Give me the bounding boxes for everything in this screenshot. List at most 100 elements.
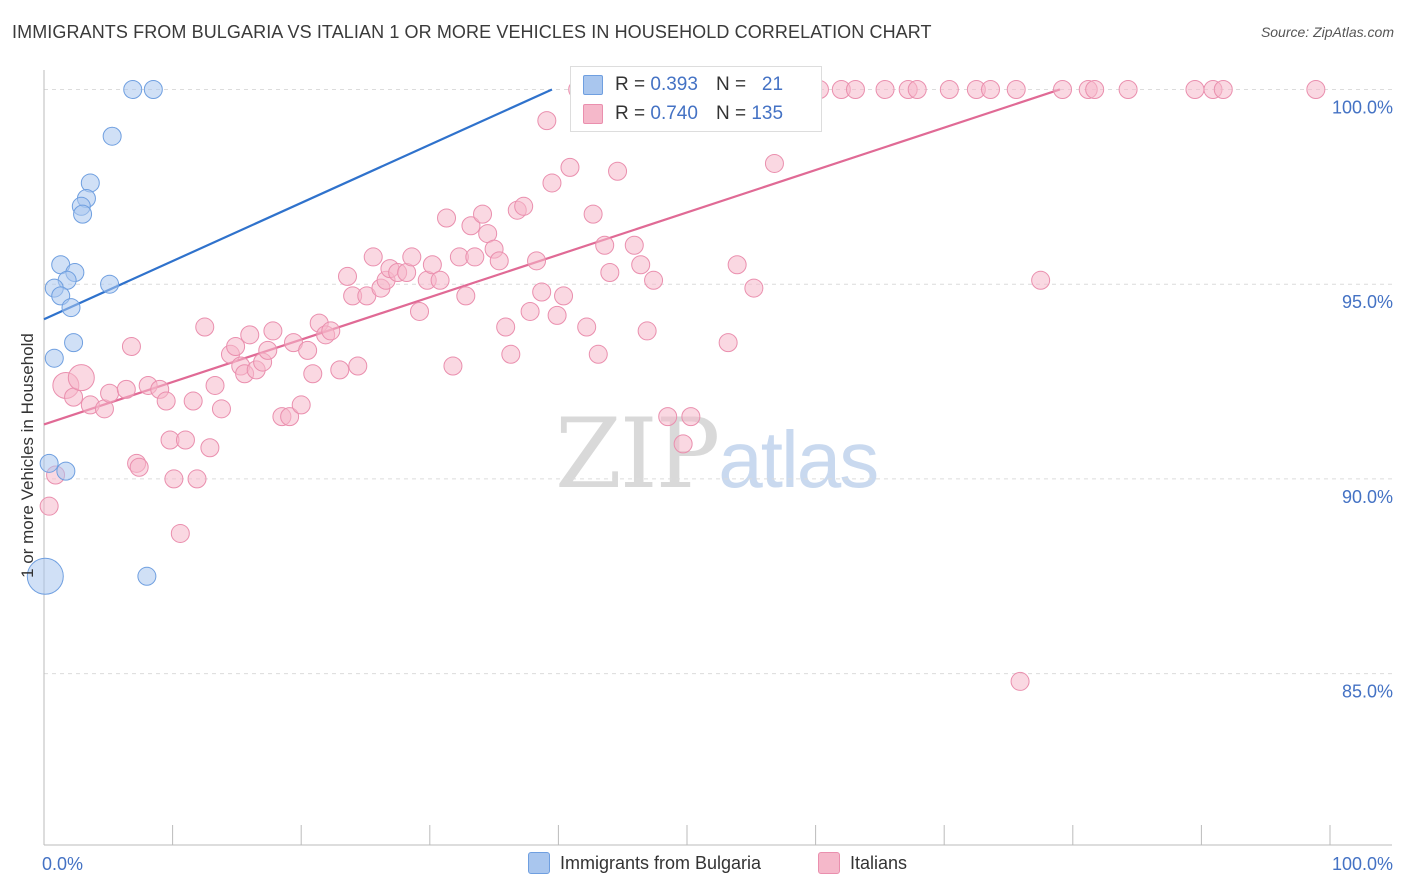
point-italians [560,157,580,177]
point-italians [637,321,657,341]
point-italians [280,407,300,427]
series-legend-label: Italians [850,852,908,873]
point-italians [496,317,516,337]
legend-r-label: R = [615,74,646,95]
point-italians [1053,79,1073,99]
point-italians [116,379,136,399]
point-italians [321,321,341,341]
point-italians [514,196,534,216]
point-italians [583,204,603,224]
point-italians [532,282,552,302]
point-italians [39,496,59,516]
point-bulgaria [80,173,100,193]
point-bulgaria [26,557,64,595]
point-bulgaria [61,298,81,318]
point-italians [291,395,311,415]
trend-line-italians [43,88,1061,426]
point-italians [170,523,190,543]
point-italians [121,337,141,357]
point-bulgaria [64,333,84,353]
point-italians [226,337,246,357]
point-bulgaria [44,348,64,368]
point-italians [542,173,562,193]
axis-labels: 85.0% 90.0% 95.0% 100.0% 0.0% 100.0% 1 or more… [18,97,1393,874]
point-italians [600,263,620,283]
point-italians [67,364,95,392]
point-bulgaria [39,453,59,473]
series-legend-italians[interactable]: Italians [818,852,907,874]
legend-r-value: 0.740 [650,103,698,124]
point-italians [465,247,485,267]
point-italians [744,278,764,298]
point-italians [577,317,597,337]
series-swatch-italians [818,852,840,874]
point-italians [608,161,628,181]
point-bulgaria [143,79,163,99]
point-italians [298,340,318,360]
point-italians [200,438,220,458]
point-italians [263,321,283,341]
point-italians [443,356,463,376]
legend-row-bulgaria: R = 0.393 N = 21 [583,71,783,99]
y-tick-label: 85.0% [1342,682,1393,702]
point-bulgaria [137,566,157,586]
point-bulgaria [56,461,76,481]
point-italians [437,208,457,228]
x-tick-label: 0.0% [42,854,83,874]
point-italians [631,255,651,275]
point-italians [258,340,278,360]
point-italians [183,391,203,411]
trend-line-bulgaria [43,88,553,321]
point-italians [727,255,747,275]
point-italians [100,383,120,403]
point-italians [164,469,184,489]
legend-r-value: 0.393 [650,74,698,95]
point-italians [240,325,260,345]
point-italians [129,457,149,477]
point-italians [658,407,678,427]
legend-n-label: N = [715,74,747,95]
point-italians [456,286,476,306]
legend-row-italians: R = 0.740 N = 135 [583,100,783,128]
point-italians [1306,79,1326,99]
point-italians [527,251,547,271]
point-italians [187,469,207,489]
series-legend-bulgaria[interactable]: Immigrants from Bulgaria [528,852,761,874]
point-italians [1085,79,1105,99]
legend-n-value: 21 [761,74,784,95]
point-italians [644,270,664,290]
point-italians [501,344,521,364]
trend-lines [43,88,1061,426]
point-italians [595,235,615,255]
point-italians [211,399,231,419]
point-italians [681,407,701,427]
point-italians [537,111,557,131]
point-italians [363,247,383,267]
point-italians [337,266,357,286]
point-italians [430,270,450,290]
point-italians [875,79,895,99]
data-points [26,79,1326,691]
point-bulgaria [123,79,143,99]
point-italians [624,235,644,255]
y-tick-label: 100.0% [1332,97,1393,117]
point-italians [410,301,430,321]
point-italians [547,305,567,325]
point-italians [1031,270,1051,290]
point-italians [195,317,215,337]
series-legend: Immigrants from Bulgaria Italians [0,852,1406,878]
point-italians [1185,79,1205,99]
y-tick-label: 95.0% [1342,292,1393,312]
legend-n-label: N = [715,103,747,124]
point-italians [673,434,693,454]
point-bulgaria [100,274,120,294]
legend-n-value: 135 [751,103,784,124]
correlation-legend: R = 0.393 N = 21 R = 0.740 N = 135 [570,66,822,132]
point-italians [422,255,442,275]
source-label: Source: ZipAtlas.com [1260,24,1394,40]
point-italians [1010,671,1030,691]
point-italians [588,344,608,364]
x-tick-label: 100.0% [1332,854,1393,874]
point-bulgaria [102,126,122,146]
